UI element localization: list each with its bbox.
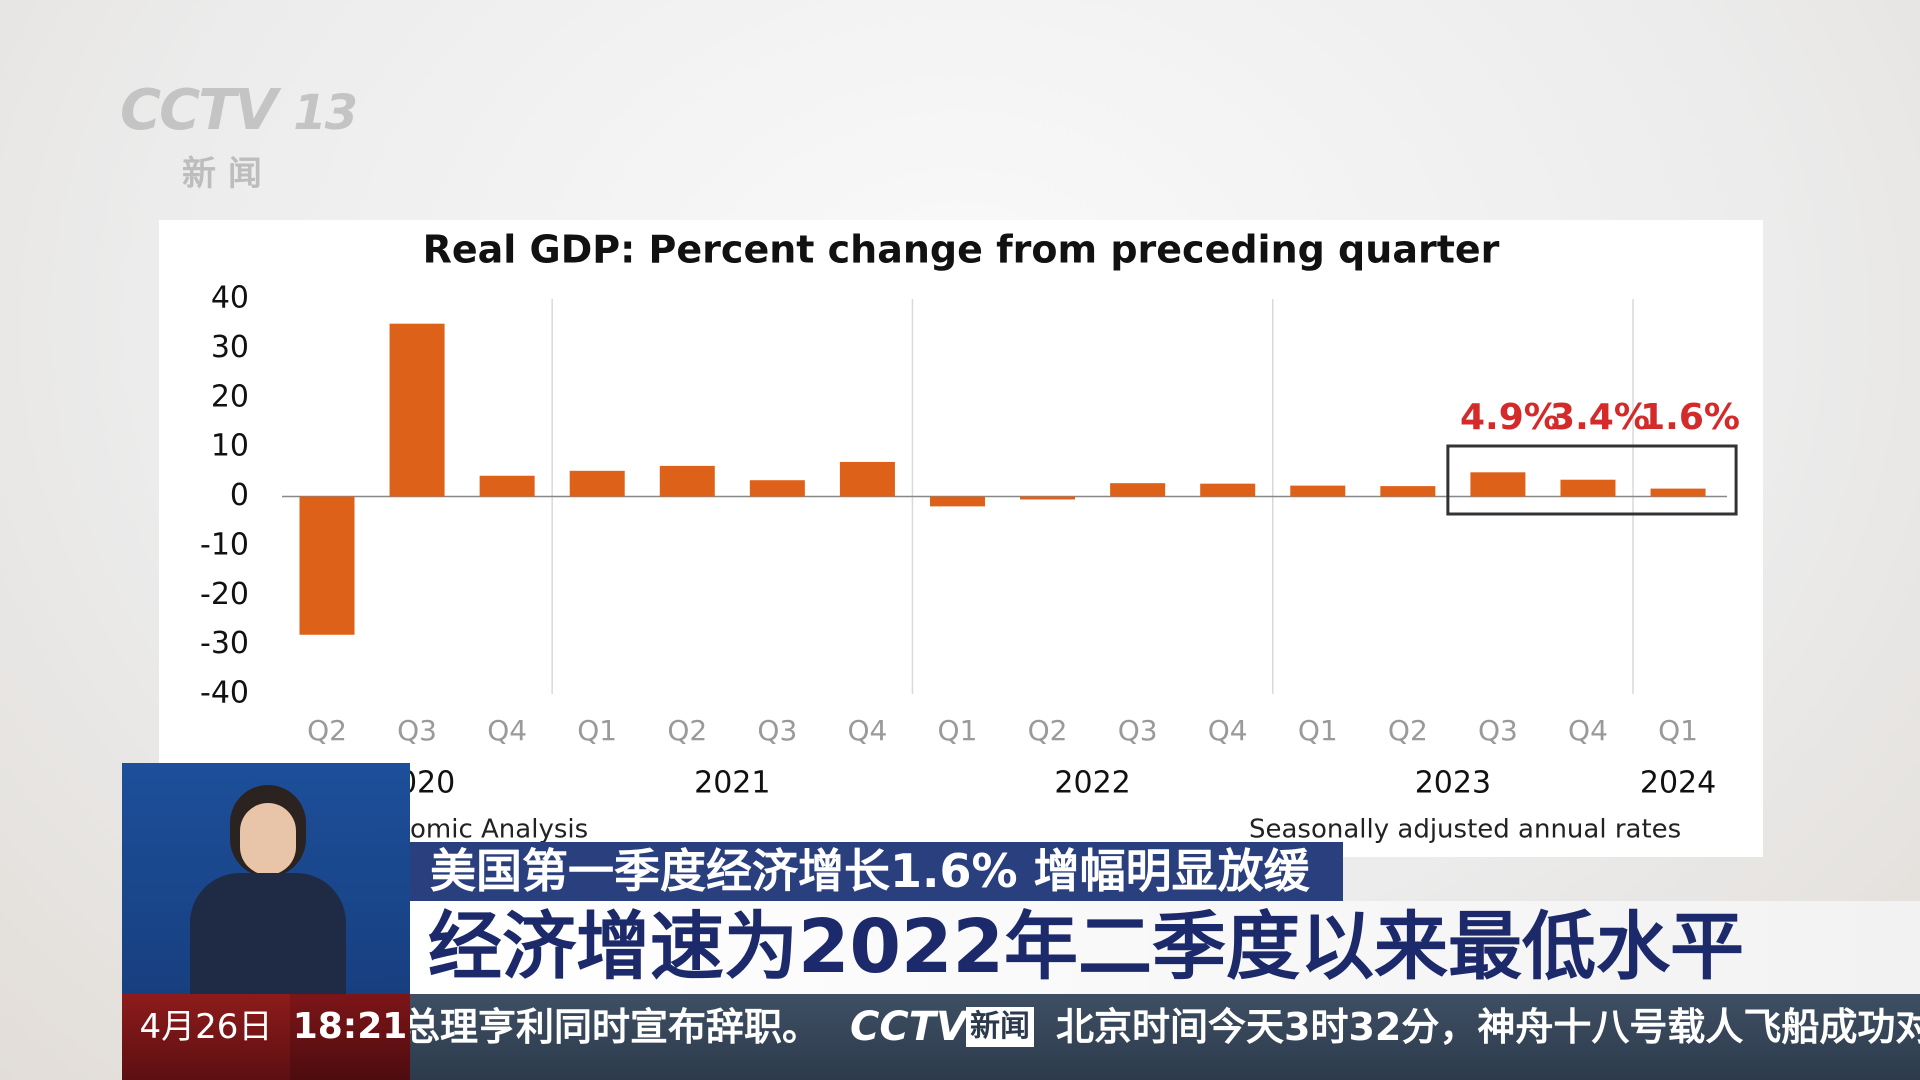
- group-label: 2023: [1415, 766, 1491, 801]
- signer-face: [240, 803, 296, 875]
- logo-text: CCTV: [120, 78, 278, 143]
- bar: [299, 496, 355, 635]
- headline: 美国第一季度经济增长1.6% 增幅明显放缓: [410, 842, 1343, 901]
- y-tick-label: -30: [200, 626, 249, 661]
- ticker-logo-sub: 新闻: [966, 1007, 1034, 1047]
- group-label: 2022: [1054, 766, 1130, 801]
- x-tick-label: Q2: [667, 714, 707, 747]
- bar: [749, 480, 805, 497]
- bar: [839, 461, 895, 497]
- x-tick-label: Q4: [1208, 714, 1248, 747]
- note: Seasonally adjusted annual rates: [1249, 815, 1681, 845]
- bar: [479, 475, 535, 497]
- bar: [1290, 485, 1346, 497]
- y-tick-label: 10: [211, 429, 249, 464]
- x-tick-label: Q2: [1388, 714, 1428, 747]
- value-label: 4.9%: [1460, 397, 1560, 438]
- x-tick-label: Q3: [1118, 714, 1158, 747]
- x-tick-label: Q1: [1298, 714, 1338, 747]
- main-caption: 经济增速为2022年二季度以来最低水平: [410, 901, 1920, 994]
- signer-panel: [122, 763, 410, 994]
- signer-body: [190, 873, 346, 994]
- time: 18:21: [290, 994, 410, 1080]
- logo: CCTV 13: [120, 78, 358, 143]
- y-tick-label: 30: [211, 330, 249, 365]
- value-label: 1.6%: [1640, 397, 1740, 438]
- ticker-text: 总理亨利同时宣布辞职。: [410, 1005, 821, 1049]
- ticker-text: 北京时间今天3时32分，神舟十八号载人飞船成功对: [1056, 1005, 1920, 1049]
- x-tick-label: Q4: [487, 714, 527, 747]
- x-tick-label: Q1: [1658, 714, 1698, 747]
- bar: [1470, 472, 1526, 497]
- date: 4月26日: [122, 994, 290, 1080]
- y-tick-label: -20: [200, 577, 249, 612]
- group-label: 2021: [694, 766, 770, 801]
- value-label: 3.4%: [1550, 397, 1650, 438]
- y-tick-label: -10: [200, 527, 249, 562]
- chart-title: Real GDP: Percent change from preceding …: [423, 228, 1500, 272]
- bar: [1380, 486, 1436, 497]
- bar: [1650, 488, 1706, 497]
- y-tick-label: 40: [211, 281, 249, 316]
- ticker: 总理亨利同时宣布辞职。 CCTV 新闻 北京时间今天3时32分，神舟十八号载人飞…: [410, 994, 1920, 1080]
- chart-panel: [159, 220, 1763, 857]
- bar: [1020, 496, 1076, 500]
- x-tick-label: Q2: [1028, 714, 1068, 747]
- x-tick-label: Q3: [397, 714, 437, 747]
- bar: [1200, 483, 1256, 497]
- x-tick-label: Q2: [307, 714, 347, 747]
- bar: [1560, 479, 1616, 497]
- logo-sub: 新 闻: [182, 154, 262, 194]
- highlight-box: [1446, 444, 1738, 516]
- x-tick-label: Q3: [757, 714, 797, 747]
- ticker-logo: CCTV: [850, 1004, 967, 1050]
- y-tick-label: 20: [211, 379, 249, 414]
- bar: [659, 465, 715, 497]
- bar: [389, 323, 445, 497]
- bar: [569, 470, 625, 497]
- x-tick-label: Q4: [847, 714, 887, 747]
- y-tick-label: 0: [230, 478, 249, 513]
- x-tick-label: Q4: [1568, 714, 1608, 747]
- logo-channel: 13: [293, 85, 358, 141]
- bar: [929, 496, 985, 507]
- x-tick-label: Q1: [577, 714, 617, 747]
- x-tick-label: Q3: [1478, 714, 1518, 747]
- source: omic Analysis: [410, 815, 588, 845]
- x-tick-label: Q1: [938, 714, 978, 747]
- bar: [1110, 483, 1166, 497]
- group-label: 2024: [1640, 766, 1716, 801]
- y-tick-label: -40: [200, 676, 249, 711]
